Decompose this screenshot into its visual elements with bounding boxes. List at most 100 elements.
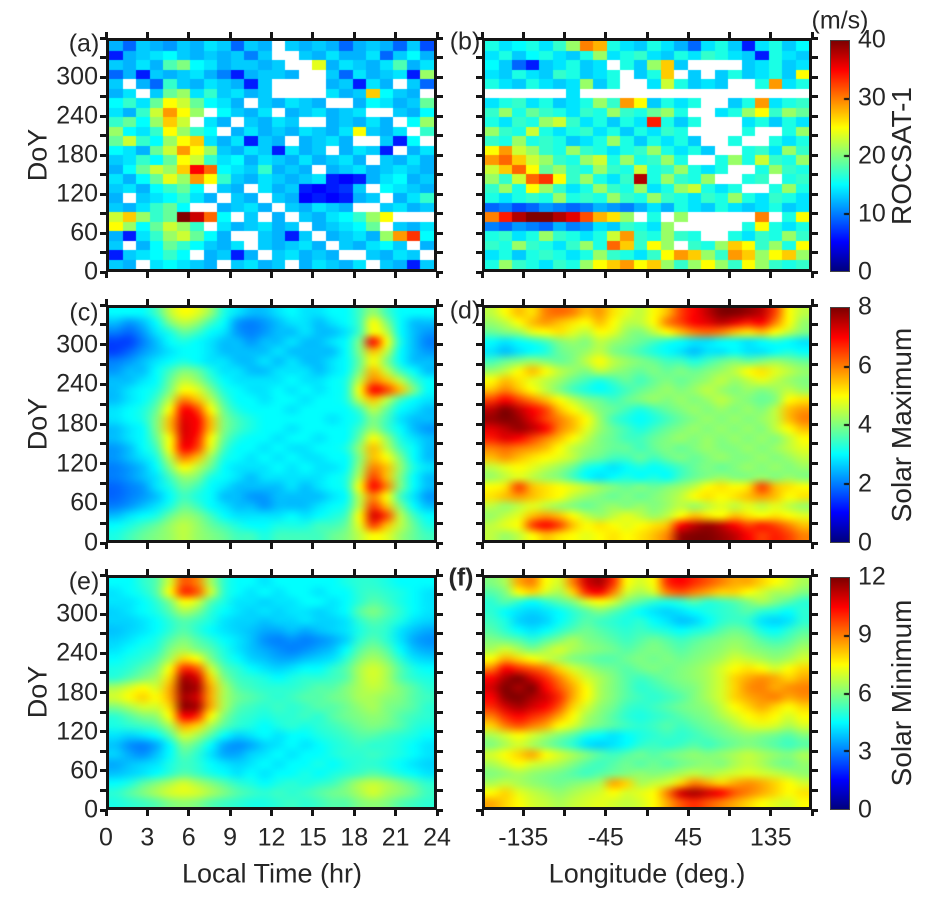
panel-label-e: (e) [68, 567, 100, 596]
y-tick [812, 95, 818, 98]
y-tick [100, 173, 106, 176]
y-tick [812, 541, 818, 545]
y-tick [476, 153, 482, 157]
x-tick [228, 299, 232, 305]
colorbar-tick-label: 30 [858, 83, 886, 112]
y-tick [100, 95, 106, 98]
y-tick [476, 402, 482, 406]
y-tick [100, 730, 106, 734]
x-tick [311, 543, 315, 549]
y-tick [437, 462, 443, 466]
y-tick [100, 36, 106, 40]
y-tick [476, 192, 482, 196]
x-tick-label: 15 [298, 823, 327, 852]
y-tick [812, 270, 818, 274]
y-tick-label: 240 [56, 638, 98, 667]
y-tick [100, 56, 106, 59]
y-tick [437, 56, 443, 59]
x-tick-label: 21 [381, 823, 410, 852]
x-tick [480, 32, 484, 38]
y-tick [100, 612, 106, 616]
y-tick-label: 60 [70, 218, 98, 247]
y-tick [476, 541, 482, 545]
x-tick [352, 569, 356, 575]
y-tick [437, 691, 443, 694]
x-tick [270, 569, 273, 575]
y-tick [812, 749, 818, 753]
y-tick-label: 120 [56, 717, 98, 746]
x-tick [187, 272, 191, 278]
x-tick [187, 299, 191, 305]
x-tick [769, 569, 773, 575]
colorbar-solar-minimum-canvas [831, 578, 849, 809]
x-tick [480, 272, 484, 278]
x-tick [394, 299, 398, 305]
y-tick [812, 36, 818, 40]
panel-a-heatmap [106, 38, 437, 272]
y-tick [437, 710, 443, 714]
y-tick-label: 180 [56, 678, 98, 706]
y-tick [812, 343, 818, 347]
y-tick [476, 251, 482, 254]
y-tick [476, 363, 482, 366]
y-tick [437, 442, 443, 446]
colorbar-solar-maximum [830, 307, 850, 543]
y-tick [812, 75, 818, 79]
y-tick [476, 270, 482, 274]
x-tick [104, 810, 108, 816]
x-tick [686, 32, 690, 38]
y-tick [812, 462, 818, 466]
colorbar-tick-label: 9 [858, 620, 872, 649]
x-tick [769, 810, 773, 816]
y-tick [100, 541, 106, 545]
x-tick [480, 543, 484, 549]
panel-e-heatmap [106, 575, 437, 810]
x-tick [187, 569, 191, 575]
x-tick [728, 569, 731, 575]
y-tick [100, 482, 106, 485]
x-tick [228, 543, 232, 549]
y-tick [812, 422, 818, 426]
y-tick [100, 192, 106, 196]
x-tick-label: 9 [223, 823, 238, 852]
y-tick [437, 612, 443, 616]
x-tick [810, 32, 814, 38]
y-tick [437, 482, 443, 485]
y-tick [437, 730, 443, 734]
x-tick [604, 543, 608, 549]
y-tick [476, 95, 482, 98]
colorbar-solar-minimum [830, 577, 850, 810]
x-tick [810, 810, 814, 816]
colorbar-tick-label: 0 [858, 795, 872, 824]
doy-axis-title-row3: DoY [22, 665, 53, 719]
y-tick-label: 0 [84, 795, 98, 824]
y-tick [812, 134, 818, 137]
y-tick [476, 769, 482, 773]
y-tick [437, 323, 443, 327]
y-tick [100, 442, 106, 446]
y-tick [812, 501, 818, 505]
y-tick [437, 593, 443, 597]
x-tick [394, 272, 398, 278]
y-tick [437, 651, 443, 655]
x-tick [521, 32, 525, 38]
y-tick [812, 173, 818, 176]
y-tick [476, 691, 482, 694]
x-tick [728, 543, 731, 549]
panel-label-f: (f) [448, 563, 474, 592]
y-tick [100, 749, 106, 753]
y-tick [812, 442, 818, 446]
y-tick [437, 769, 443, 773]
y-tick-label: 180 [56, 140, 98, 169]
x-tick [435, 272, 439, 278]
x-tick [604, 810, 608, 816]
x-tick [769, 32, 773, 38]
y-tick [476, 501, 482, 505]
x-tick [521, 543, 525, 549]
x-tick [563, 272, 566, 278]
x-tick [187, 32, 191, 38]
y-tick [476, 36, 482, 40]
y-tick [476, 462, 482, 466]
x-tick [270, 810, 273, 816]
